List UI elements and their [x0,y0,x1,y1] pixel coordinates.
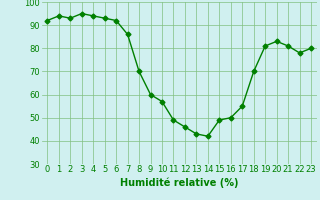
X-axis label: Humidité relative (%): Humidité relative (%) [120,177,238,188]
